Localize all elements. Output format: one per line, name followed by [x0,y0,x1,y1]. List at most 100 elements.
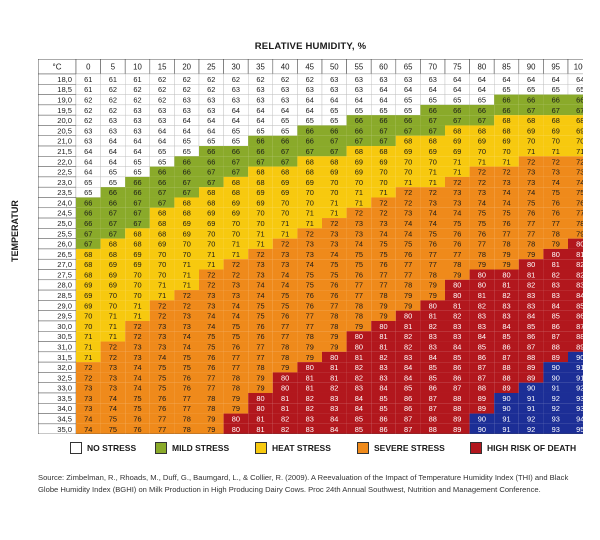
cell-value-label: 67 [429,126,437,135]
heatmap-cell [125,228,150,239]
cell-value-label: 70 [478,147,486,156]
cell-value-label: 67 [207,168,215,177]
cell-value-label: 67 [355,137,363,146]
cell-value-label: 67 [404,126,412,135]
cell-value-label: 73 [256,260,264,269]
y-tick-label: 19,0 [57,96,72,105]
heatmap-cell [543,341,568,352]
cell-value-label: 74 [232,312,240,321]
heatmap-cell [174,310,199,321]
heatmap-cell [297,403,322,414]
cell-value-label: 81 [379,342,387,351]
heatmap-cell [174,320,199,332]
heatmap-cell [346,423,372,434]
cell-value-label: 66 [527,96,535,105]
cell-value-label: 65 [84,188,92,197]
cell-value-label: 82 [379,353,387,362]
heatmap-cell [223,382,249,393]
cell-value-label: 68 [478,126,486,135]
heatmap-cell [322,320,347,332]
cell-value-label: 70 [109,301,117,310]
cell-value-label: 76 [158,394,166,403]
cell-value-label: 77 [576,209,583,218]
heatmap-cell [272,423,298,434]
cell-value-label: 85 [429,363,437,372]
heatmap-cell [518,372,544,383]
heatmap-cell [322,372,347,383]
heatmap-cell [248,362,273,373]
heatmap-cell [297,146,322,157]
cell-value-label: 72 [256,250,264,259]
cell-value-label: 75 [502,209,510,218]
heatmap-cell [395,228,421,239]
cell-value-label: 62 [109,85,117,94]
cell-value-label: 64 [158,126,166,135]
heatmap-cell [518,362,544,373]
cell-value-label: 82 [404,332,412,341]
heatmap-cell [125,207,150,219]
heatmap-cell [76,403,101,414]
cell-value-label: 71 [306,209,314,218]
cell-value-label: 65 [133,157,141,166]
cell-value-label: 76 [453,229,461,238]
heatmap-cell [494,94,519,105]
cell-value-label: 69 [453,147,461,156]
cell-value-label: 90 [527,384,535,393]
cell-value-label: 67 [379,137,387,146]
cell-value-label: 70 [109,291,117,300]
heatmap-cell [494,248,519,260]
cell-value-label: 72 [183,301,191,310]
heatmap-cell [346,392,372,404]
cell-value-label: 86 [576,312,583,321]
cell-value-label: 81 [453,301,461,310]
heatmap-cell [445,372,470,383]
heatmap-cell [149,259,175,270]
cell-value-label: 83 [527,291,535,300]
cell-value-label: 78 [453,260,461,269]
cell-value-label: 80 [527,260,535,269]
heatmap-cell [346,403,372,414]
cell-value-label: 65 [183,137,191,146]
cell-value-label: 80 [232,415,240,424]
heatmap-cell [494,310,519,321]
cell-value-label: 73 [576,168,583,177]
heatmap-cell [518,341,544,352]
cell-value-label: 86 [502,342,510,351]
heatmap-cell [395,146,421,157]
cell-value-label: 91 [527,394,535,403]
cell-value-label: 91 [502,415,510,424]
cell-value-label: 80 [355,332,363,341]
heatmap-cell [371,125,396,136]
heatmap-cell [469,146,495,157]
cell-value-label: 74 [502,198,510,207]
cell-value-label: 83 [453,322,461,331]
cell-value-label: 90 [552,373,560,382]
heatmap-cell [248,331,273,342]
heatmap-cell [494,166,519,177]
cell-value-label: 71 [207,260,215,269]
heatmap-cell [371,351,396,363]
legend-item-severe-stress: SEVERE STRESS [357,440,445,456]
cell-value-label: 63 [133,126,141,135]
heatmap-cell [518,146,544,157]
cell-value-label: 67 [527,106,535,115]
x-tick-label: 80 [478,63,487,72]
cell-value-label: 65 [453,96,461,105]
cell-value-label: 63 [133,106,141,115]
cell-value-label: 80 [330,353,338,362]
heatmap-cell [346,218,372,229]
heatmap-cell [322,392,347,404]
cell-value-label: 74 [84,425,92,434]
cell-value-label: 66 [84,219,92,228]
cell-value-label: 69 [256,198,264,207]
heatmap-cell [543,362,568,373]
cell-value-label: 72 [109,353,117,362]
cell-value-label: 66 [183,168,191,177]
heatmap-cell [518,238,544,249]
cell-value-label: 83 [330,394,338,403]
heatmap-cell [125,279,150,291]
heatmap-cell [297,300,322,311]
heatmap-cell [543,228,568,239]
heatmap-cell [346,125,372,136]
heatmap-cell [272,382,298,393]
